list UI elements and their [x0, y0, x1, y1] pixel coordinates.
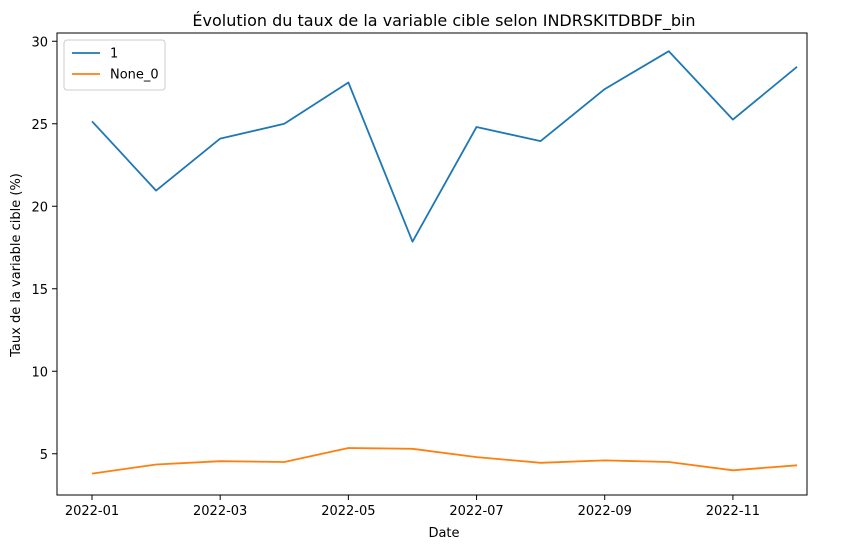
chart-title: Évolution du taux de la variable cible s…	[192, 11, 695, 31]
x-tick-label: 2022-05	[321, 504, 375, 519]
y-tick-label: 20	[31, 200, 48, 215]
y-tick-label: 10	[31, 365, 48, 380]
plot-area	[56, 32, 808, 496]
x-tick-label: 2022-07	[449, 504, 503, 519]
y-tick-label: 5	[40, 448, 48, 463]
legend: 1 None_0	[63, 39, 166, 91]
y-tick-label: 25	[31, 118, 48, 133]
series-line-1	[91, 447, 798, 475]
x-axis-label: Date	[428, 526, 459, 541]
x-tick-label: 2022-01	[65, 504, 119, 519]
x-tick-label: 2022-03	[193, 504, 247, 519]
series-lines	[91, 50, 798, 475]
y-axis-label: Taux de la variable cible (%)	[9, 173, 24, 358]
legend-label-0: 1	[110, 47, 118, 62]
x-axis: 2022-01 2022-03 2022-05 2022-07 2022-09 2022-…	[65, 495, 760, 519]
series-line-0	[91, 50, 798, 243]
x-tick-label: 2022-09	[578, 504, 632, 519]
legend-label-1: None_0	[110, 68, 159, 83]
y-tick-label: 15	[31, 283, 48, 298]
x-tick-label: 2022-11	[706, 504, 760, 519]
y-tick-label: 30	[31, 35, 48, 50]
y-axis: 5 10 15 20 25 30	[31, 35, 57, 463]
